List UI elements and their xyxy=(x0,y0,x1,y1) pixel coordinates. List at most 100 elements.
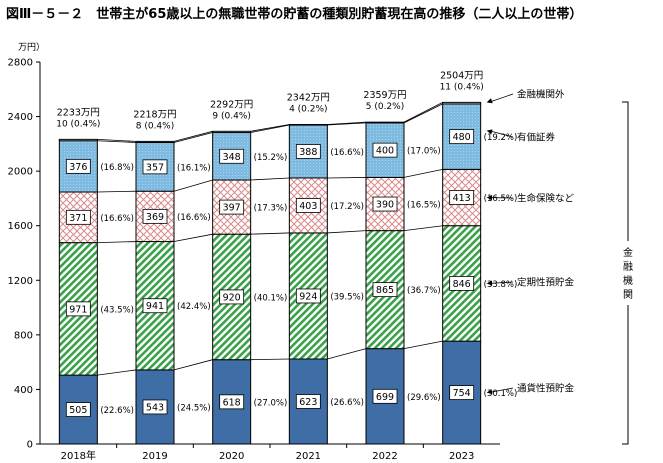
total-label: 2218万円 xyxy=(133,109,176,120)
value-label: 357 xyxy=(146,162,164,173)
value-label-box xyxy=(142,399,168,415)
connector-line xyxy=(403,225,443,232)
value-label-box xyxy=(142,208,168,224)
other-label: 8 (0.4%) xyxy=(136,121,174,131)
connector-line xyxy=(327,121,367,125)
x-tick-label: 2021 xyxy=(296,451,321,462)
value-label: 369 xyxy=(146,212,164,223)
connector-line xyxy=(250,124,290,133)
connector-line xyxy=(403,340,443,350)
value-label: 924 xyxy=(299,291,317,302)
other-label: 10 (0.4%) xyxy=(56,119,100,129)
share-label: (36.7%) xyxy=(407,286,441,296)
value-label-box xyxy=(65,301,91,317)
other-label: 9 (0.4%) xyxy=(212,111,250,121)
share-label: (16.6%) xyxy=(100,214,134,224)
total-label: 2342万円 xyxy=(287,92,330,103)
share-label: (26.6%) xyxy=(330,398,364,408)
value-label: 623 xyxy=(299,397,317,408)
bar-segment-other xyxy=(288,123,328,126)
connector-line xyxy=(327,230,367,234)
value-label-box xyxy=(449,276,475,291)
y-tick-label: 0 xyxy=(27,440,33,451)
value-label-box xyxy=(219,199,245,215)
y-tick-label: 400 xyxy=(14,385,33,396)
value-label: 543 xyxy=(146,402,164,413)
value-label: 480 xyxy=(453,132,471,143)
connector-line xyxy=(97,140,137,143)
connector-line xyxy=(327,122,367,126)
value-label-box xyxy=(65,209,91,225)
bracket-label-char: 金 xyxy=(623,246,633,259)
total-label: 2233万円 xyxy=(57,107,100,118)
value-label-box xyxy=(65,158,91,174)
share-label: (27.0%) xyxy=(254,398,288,408)
connector-line xyxy=(97,138,137,142)
connector-line xyxy=(403,103,443,124)
share-label: (16.6%) xyxy=(177,213,211,223)
value-label: 865 xyxy=(376,285,394,296)
share-label: (16.5%) xyxy=(484,194,518,204)
connector-line xyxy=(173,179,213,192)
connector-line xyxy=(97,241,137,244)
x-tick-label: 2019 xyxy=(142,451,167,462)
value-label: 941 xyxy=(146,301,164,312)
connector-line xyxy=(403,102,443,123)
value-label-box xyxy=(372,388,398,404)
value-label: 403 xyxy=(299,201,317,212)
bar-segment-other xyxy=(135,140,175,143)
other-label: 11 (0.4%) xyxy=(440,82,484,92)
value-label-box xyxy=(295,288,321,304)
value-label: 400 xyxy=(376,146,394,157)
connector-line xyxy=(250,358,290,361)
share-label: (17.0%) xyxy=(407,147,441,157)
value-label: 920 xyxy=(223,292,241,303)
share-label: (19.2%) xyxy=(484,133,518,143)
value-label: 971 xyxy=(69,304,87,315)
y-tick-label: 1600 xyxy=(8,221,33,232)
legend-arrow-head xyxy=(486,129,493,135)
connector-line xyxy=(403,168,443,178)
connector-line xyxy=(250,232,290,235)
share-label: (42.4%) xyxy=(177,302,211,312)
total-label: 2359万円 xyxy=(363,90,406,101)
value-label: 754 xyxy=(453,388,471,399)
legend-arrow-line xyxy=(488,387,514,393)
value-label-box xyxy=(449,385,475,400)
bracket-label-bg xyxy=(621,241,635,305)
share-label: (33.8%) xyxy=(484,280,518,290)
value-label-box xyxy=(449,129,475,145)
bar-segment-other xyxy=(442,101,482,105)
share-label: (30.1%) xyxy=(484,389,518,399)
connector-line xyxy=(250,124,290,132)
legend-label-securities: 有価証券 xyxy=(517,132,556,144)
value-label: 371 xyxy=(69,213,87,224)
share-label: (24.5%) xyxy=(177,403,211,413)
value-label: 397 xyxy=(223,203,241,214)
connector-line xyxy=(97,369,137,376)
share-label: (43.5%) xyxy=(100,305,134,315)
y-tick-label: 2000 xyxy=(8,167,33,178)
value-label: 699 xyxy=(376,392,394,403)
legend-arrow-head xyxy=(486,98,493,104)
connector-line xyxy=(327,348,367,360)
y-tick-label: 800 xyxy=(14,330,33,341)
share-label: (17.3%) xyxy=(254,204,288,214)
other-label: 4 (0.2%) xyxy=(289,104,327,114)
connector-line xyxy=(327,177,367,179)
share-label: (29.6%) xyxy=(407,393,441,403)
chart-title: 図Ⅲ－５－２ 世帯主が65歳以上の無職世帯の貯蓄の種類別貯蓄現在高の推移（二人以… xyxy=(6,7,583,22)
value-label-box xyxy=(142,298,168,314)
share-label: (22.6%) xyxy=(100,406,134,416)
connector-line xyxy=(173,130,213,142)
bracket-label-char: 関 xyxy=(623,289,633,301)
value-label-box xyxy=(295,198,321,213)
value-label: 390 xyxy=(376,200,394,211)
connector-line xyxy=(250,177,290,181)
connector-line xyxy=(173,132,213,143)
legend-arrow-head xyxy=(486,280,493,286)
connector-line xyxy=(173,359,213,371)
value-label: 846 xyxy=(453,279,471,290)
total-label: 2504万円 xyxy=(440,70,483,81)
legend-label-other: 金融機関外 xyxy=(517,89,565,101)
